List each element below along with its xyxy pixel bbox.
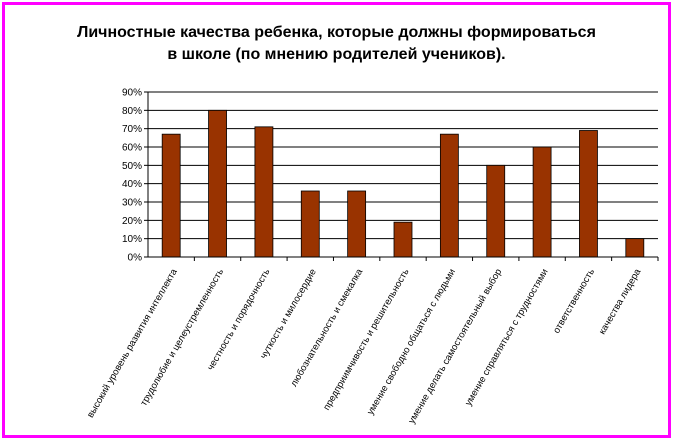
y-tick-label: 40%: [122, 179, 142, 190]
category-label: предприимчивость и решительность: [321, 267, 411, 412]
bar: [579, 130, 598, 258]
chart-title: Личностные качества ребенка, которые дол…: [0, 22, 673, 66]
bar: [347, 190, 367, 258]
axis-layer: 0% 10% 20% 30% 40% 50% 60% 70% 80% 90%: [122, 88, 659, 264]
bar: [254, 126, 274, 258]
bar: [300, 190, 320, 258]
y-tick-label: 50%: [122, 161, 142, 172]
bar: [532, 146, 552, 258]
y-tick-label: 90%: [122, 88, 142, 99]
bar: [625, 238, 645, 258]
y-tick-label: 0%: [128, 253, 143, 264]
bar: [208, 109, 227, 258]
y-tick-label: 20%: [122, 216, 142, 227]
category-label: высокий уровень развития интеллекта: [85, 266, 180, 420]
bar: [439, 133, 459, 258]
chart-title-line-1: Личностные качества ребенка, которые дол…: [77, 24, 596, 41]
category-label: ответственность: [551, 267, 597, 336]
category-label: качества лидера: [597, 266, 644, 336]
bar: [486, 164, 506, 258]
y-tick-label: 30%: [122, 198, 142, 209]
bar: [393, 221, 413, 258]
category-label: умение справляться с трудностями: [463, 267, 551, 408]
label-layer: высокий уровень развития интеллектатрудо…: [85, 266, 644, 425]
grid-layer: [148, 91, 658, 240]
y-tick-label: 10%: [122, 234, 142, 245]
y-tick-label: 70%: [122, 124, 142, 135]
category-label: умение свободно общаться с людьми: [365, 267, 458, 417]
chart-title-line-2: в школе (по мнению родителей учеников).: [167, 46, 506, 63]
y-tick-label: 60%: [122, 143, 142, 154]
bar: [161, 133, 181, 258]
category-label: умение делать самостоятельный выбор: [406, 267, 504, 426]
bar-layer: [161, 109, 645, 258]
category-label: трудолюбие и целеустремленность: [138, 267, 226, 408]
y-tick-label: 80%: [122, 106, 142, 117]
